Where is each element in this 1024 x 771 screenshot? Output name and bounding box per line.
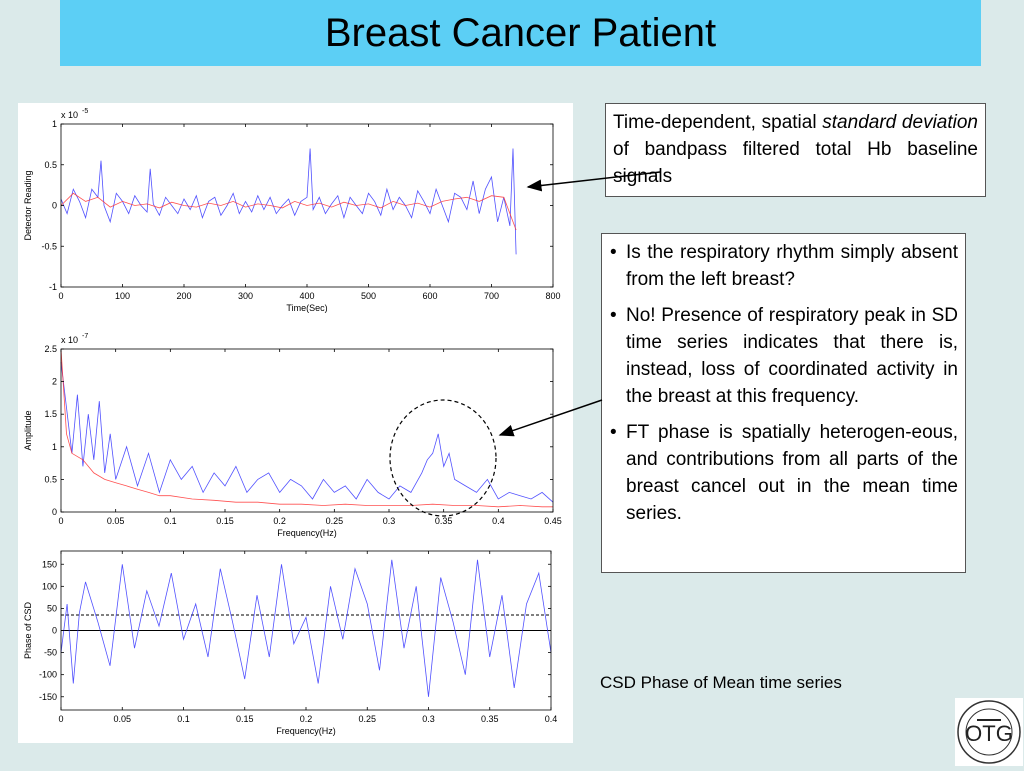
x-tick-label: 0.25: [326, 516, 344, 526]
x-tick-label: 0.15: [236, 714, 254, 724]
y-tick-label: 1.5: [44, 409, 57, 419]
series-blue-line: [60, 559, 552, 697]
sd-description-box: Time-dependent, spatial standard deviati…: [605, 103, 986, 197]
plot-frame: [60, 348, 554, 513]
axis-exponent: x 10: [61, 335, 78, 345]
bullet-item: FT phase is spatially heterogen-eous, an…: [608, 419, 958, 527]
y-tick-label: 50: [47, 603, 57, 613]
x-tick-label: 500: [361, 291, 376, 301]
y-tick-label: -100: [39, 670, 57, 680]
y-tick-label: 0: [52, 626, 57, 636]
y-tick-label: 2.5: [44, 344, 57, 354]
x-axis-label: Frequency(Hz): [276, 726, 336, 736]
x-tick-label: 800: [545, 291, 560, 301]
sd-description-part2: of bandpass filtered total Hb baseline s…: [613, 139, 978, 187]
x-tick-label: 0.1: [164, 516, 177, 526]
bullet-box: Is the respiratory rhythm simply absent …: [601, 233, 966, 573]
series-blue-line: [60, 148, 517, 255]
title-bar: Breast Cancer Patient: [60, 0, 981, 66]
series-blue-line: [60, 361, 554, 503]
charts-svg: 0 100 200 300 400 500 600 700 800-1-0.500.51Time…: [23, 108, 562, 736]
x-tick-label: 0.45: [544, 516, 562, 526]
x-tick-label: 0.15: [216, 516, 234, 526]
x-tick-label: 0: [58, 714, 63, 724]
y-tick-label: 1: [52, 442, 57, 452]
x-tick-label: 0.3: [383, 516, 396, 526]
x-tick-label: 0.05: [107, 516, 125, 526]
axis-exponent-power: -7: [82, 333, 88, 340]
bullet-list: Is the respiratory rhythm simply absent …: [608, 239, 958, 527]
y-tick-label: 0.5: [44, 474, 57, 484]
y-tick-label: 2: [52, 377, 57, 387]
x-tick-label: 600: [422, 291, 437, 301]
x-tick-label: 0.35: [481, 714, 499, 724]
x-tick-label: 0: [58, 291, 63, 301]
x-tick-label: 400: [299, 291, 314, 301]
x-tick-label: 0.1: [177, 714, 190, 724]
x-tick-label: 0.4: [545, 714, 558, 724]
y-tick-label: 150: [42, 559, 57, 569]
otg-logo: OTG: [955, 698, 1023, 766]
sd-description-part1: Time-dependent, spatial: [613, 112, 823, 133]
x-tick-label: 700: [484, 291, 499, 301]
series-red-line: [60, 192, 517, 231]
x-tick-label: 0.25: [358, 714, 376, 724]
y-axis-label: Phase of CSD: [23, 601, 33, 659]
y-axis-label: Detector Reading: [23, 170, 33, 240]
y-tick-label: 0: [52, 507, 57, 517]
y-tick-label: -0.5: [41, 241, 57, 251]
bullet-item: No! Presence of respiratory peak in SD t…: [608, 302, 958, 410]
x-tick-label: 0.3: [422, 714, 435, 724]
x-tick-label: 200: [176, 291, 191, 301]
y-tick-label: -1: [49, 282, 57, 292]
y-tick-label: 0: [52, 201, 57, 211]
y-tick-label: -150: [39, 692, 57, 702]
logo-text: OTG: [965, 721, 1013, 746]
slide-title: Breast Cancer Patient: [324, 10, 717, 55]
x-tick-label: 0.4: [492, 516, 505, 526]
y-tick-label: 1: [52, 119, 57, 129]
x-axis-label: Frequency(Hz): [277, 528, 337, 538]
y-tick-label: -50: [44, 648, 57, 658]
csd-caption: CSD Phase of Mean time series: [600, 673, 842, 692]
sd-description-emphasis: standard deviation: [822, 112, 978, 133]
charts-panel: 0 100 200 300 400 500 600 700 800 -1 -0.5 0 0.5 1 Time…: [18, 103, 573, 743]
x-tick-label: 0.35: [435, 516, 453, 526]
axis-exponent-power: -5: [82, 108, 88, 115]
series-red-line: [60, 348, 553, 508]
x-axis-label: Time(Sec): [286, 303, 327, 313]
x-tick-label: 0: [58, 516, 63, 526]
y-axis-label: Amplitude: [23, 410, 33, 450]
y-tick-label: 100: [42, 581, 57, 591]
x-tick-label: 300: [238, 291, 253, 301]
bullet-item: Is the respiratory rhythm simply absent …: [608, 239, 958, 293]
axis-exponent: x 10: [61, 110, 78, 120]
otg-logo-icon: OTG: [957, 700, 1021, 764]
x-tick-label: 0.2: [300, 714, 313, 724]
x-tick-label: 100: [115, 291, 130, 301]
x-tick-label: 0.2: [273, 516, 286, 526]
y-tick-label: 0.5: [44, 160, 57, 170]
x-tick-label: 0.05: [113, 714, 131, 724]
